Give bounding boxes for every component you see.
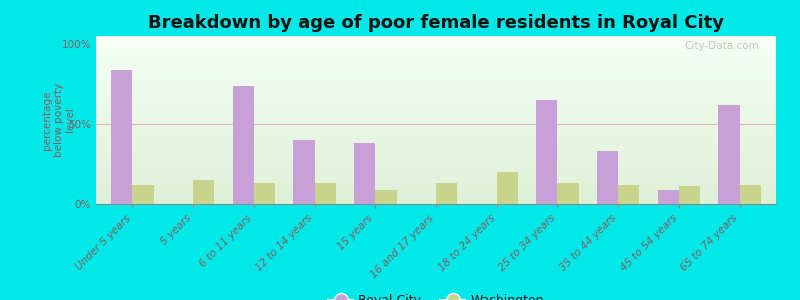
Bar [375,190,397,204]
Bar [558,183,578,204]
Bar [739,185,761,204]
Bar [497,172,518,204]
Bar [718,105,739,204]
Bar [658,190,679,204]
Legend: Royal City, Washington: Royal City, Washington [323,289,549,300]
Bar [536,100,558,204]
Bar [233,85,254,204]
Bar [193,180,214,204]
Bar [679,186,700,204]
Bar [254,183,275,204]
Bar [294,140,314,204]
Y-axis label: percentage
below poverty
level: percentage below poverty level [42,83,75,157]
Bar [354,143,375,204]
Bar [314,183,336,204]
Bar [436,183,458,204]
Bar [133,185,154,204]
Text: City-Data.com: City-Data.com [684,41,759,51]
Title: Breakdown by age of poor female residents in Royal City: Breakdown by age of poor female resident… [148,14,724,32]
Bar [111,70,133,204]
Bar [597,151,618,204]
Bar [618,185,639,204]
